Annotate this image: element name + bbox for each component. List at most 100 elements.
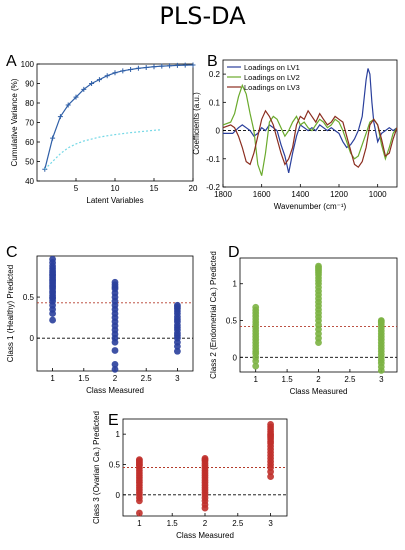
chart-e-x-tick-label: 1 xyxy=(137,519,142,528)
chart-b-series-line-1 xyxy=(223,68,398,174)
chart-d-x-tick-label: 1 xyxy=(253,375,258,384)
chart-a-series-line-1 xyxy=(44,64,194,170)
chart-d-data-point xyxy=(377,317,385,324)
chart-a-y-tick-label: 50 xyxy=(25,158,34,167)
chart-b-x-tick-label: 1800 xyxy=(214,190,232,199)
chart-b-panel-label: B xyxy=(207,53,218,70)
chart-b-legend-label: Loadings on LV3 xyxy=(244,83,300,92)
chart-a-data-point xyxy=(50,135,56,141)
chart-c-data-point xyxy=(174,347,181,355)
chart-a-data-point xyxy=(167,63,173,69)
chart-c-data-point xyxy=(111,365,119,373)
chart-b-plot-area xyxy=(222,59,398,188)
chart-e-x-tick-label: 3 xyxy=(268,519,273,528)
chart-b-y-tick-label: -0.2 xyxy=(206,183,220,192)
chart-b-x-tick-label: 1400 xyxy=(291,190,309,199)
chart-a-data-point xyxy=(89,81,95,86)
chart-a-data-point xyxy=(135,65,141,71)
chart-a-y-tick-label: 100 xyxy=(21,60,35,69)
chart-c-data-point xyxy=(174,301,181,309)
chart-b-series-line-3 xyxy=(222,109,398,169)
chart-b-y-tick-label: 0.1 xyxy=(209,98,221,107)
chart-a-data-point xyxy=(128,66,134,72)
chart-b-legend-label: Loadings on LV2 xyxy=(244,73,300,82)
chart-e-panel-label: E xyxy=(108,412,119,429)
chart-e-y-tick-label: 1 xyxy=(116,430,121,439)
chart-b-y-tick-label: -0.1 xyxy=(206,155,220,164)
page-title: PLS-DA xyxy=(159,2,246,30)
chart-d-y-tick-label: 0.5 xyxy=(226,317,238,326)
chart-e-data-point xyxy=(267,473,274,480)
chart-a-data-point xyxy=(112,70,118,76)
chart-c-data-point xyxy=(111,278,119,286)
chart-a-data-point xyxy=(143,65,149,71)
chart-a-data-point xyxy=(73,94,79,100)
chart-b-y-tick-label: 0 xyxy=(216,127,221,136)
chart-d-data-point xyxy=(252,303,260,311)
chart-e-x-axis-label: Class Measured xyxy=(176,531,234,540)
chart-a-y-tick-label: 40 xyxy=(25,177,34,186)
chart-c-y-tick-label: 0.5 xyxy=(23,293,35,302)
chart-b-y-axis-label: Coefficients (a.u.) xyxy=(192,92,201,155)
chart-a-y-tick-label: 90 xyxy=(25,80,34,89)
chart-a-y-tick-label: 70 xyxy=(25,119,34,128)
chart-a-data-point xyxy=(151,64,157,70)
chart-b-x-tick-label: 1600 xyxy=(253,190,271,199)
chart-c-x-axis-label: Class Measured xyxy=(86,386,144,395)
chart-a-x-axis-label: Latent Variables xyxy=(86,196,143,205)
chart-a-data-point xyxy=(96,77,102,83)
chart-a-data-point xyxy=(57,114,63,120)
chart-b-x-tick-label: 1000 xyxy=(369,190,387,199)
chart-b-series-line-2 xyxy=(222,83,398,176)
chart-c-x-tick-label: 1.5 xyxy=(78,374,90,383)
chart-c-x-tick-label: 1 xyxy=(50,374,55,383)
chart-a-y-axis-label: Cumulative Variance (%) xyxy=(10,78,19,166)
chart-e-data-point xyxy=(136,509,143,517)
chart-a-x-tick-label: 10 xyxy=(111,184,120,193)
chart-d-data-point xyxy=(315,262,322,270)
chart-d-x-tick-label: 1.5 xyxy=(282,375,294,384)
chart-a-y-tick-label: 60 xyxy=(25,138,34,147)
chart-e-x-tick-label: 2.5 xyxy=(232,519,244,528)
chart-a-x-tick-label: 5 xyxy=(74,184,79,193)
chart-e-data-point xyxy=(201,455,209,462)
chart-a-data-point xyxy=(81,86,87,92)
chart-e-y-tick-label: 0.5 xyxy=(109,460,121,469)
chart-e-x-tick-label: 1.5 xyxy=(167,519,179,528)
chart-a-y-tick-label: 80 xyxy=(25,99,34,108)
chart-c-x-tick-label: 3 xyxy=(175,374,180,383)
chart-d-data-point xyxy=(252,362,260,370)
chart-b-x-tick-label: 1200 xyxy=(330,190,348,199)
chart-a-data-point xyxy=(120,68,126,74)
chart-d-y-tick-label: 0 xyxy=(233,353,238,362)
chart-a-data-point xyxy=(65,102,71,108)
chart-e-y-tick-label: 0 xyxy=(116,491,121,500)
chart-a-data-point xyxy=(190,62,196,68)
chart-b-y-tick-label: 0.2 xyxy=(209,70,221,79)
chart-c-data-point xyxy=(49,255,56,263)
chart-a-panel-label: A xyxy=(6,53,17,70)
chart-e-data-point xyxy=(267,421,274,428)
chart-c-x-tick-label: 2 xyxy=(113,374,118,383)
chart-e-y-axis-label: Class 3 (Ovarian Ca.) Predicted xyxy=(92,411,101,524)
chart-c-data-point xyxy=(49,316,56,324)
chart-d-x-tick-label: 2.5 xyxy=(344,375,356,384)
chart-c-x-tick-label: 2.5 xyxy=(141,374,153,383)
chart-a-data-point xyxy=(104,73,110,79)
chart-c-data-point xyxy=(111,347,119,354)
chart-a-x-tick-label: 20 xyxy=(189,184,198,193)
chart-d-x-tick-label: 3 xyxy=(379,375,384,384)
chart-a-data-point xyxy=(182,62,188,68)
chart-c-panel-label: C xyxy=(6,244,18,261)
chart-a-data-point xyxy=(159,63,165,69)
chart-b-legend-label: Loadings on LV1 xyxy=(244,63,300,72)
chart-e-x-tick-label: 2 xyxy=(203,519,208,528)
chart-d-x-axis-label: Class Measured xyxy=(290,387,348,396)
chart-a-data-point xyxy=(174,62,180,68)
chart-a-series-line-2 xyxy=(44,129,162,170)
chart-b-x-axis-label: Wavenumber (cm⁻¹) xyxy=(274,202,347,211)
chart-a-x-tick-label: 15 xyxy=(150,184,159,193)
chart-d-y-tick-label: 1 xyxy=(233,280,238,289)
chart-d-y-axis-label: Class 2 (Endometrial Ca.) Predicted xyxy=(209,251,218,379)
